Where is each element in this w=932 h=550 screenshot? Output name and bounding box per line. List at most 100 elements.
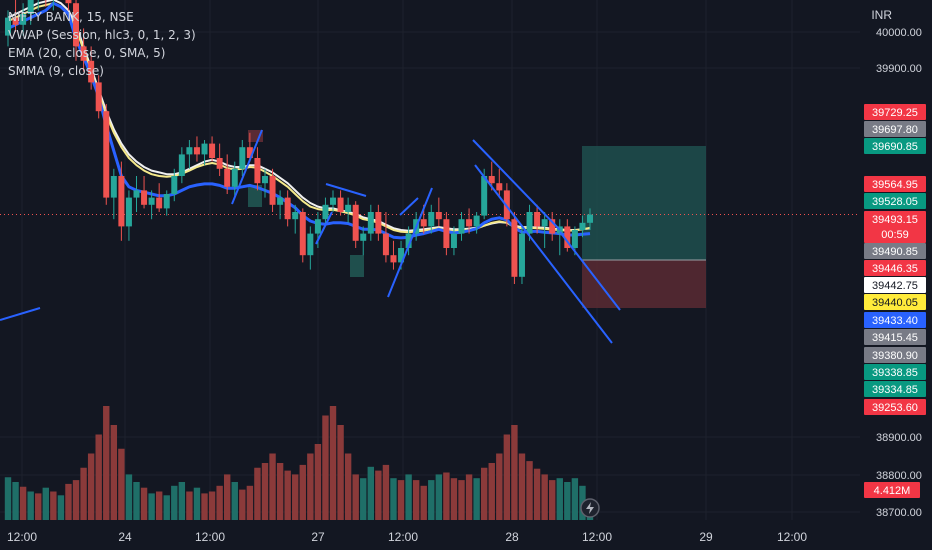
candle-body [435,212,442,220]
x-axis-label: 27 [311,530,325,544]
indicator-ema-label[interactable]: EMA (20, close, 0, SMA, 5) [8,46,166,60]
symbol-title[interactable]: NIFTY BANK, 15, NSE [8,10,134,24]
candle-body [481,176,488,216]
highlight-box [350,255,364,277]
candle-body [330,197,337,205]
price-badge-label: 39415.45 [872,332,918,344]
price-badge-label: 39433.40 [872,315,918,327]
volume-bar [4,477,12,520]
trendline-drawing [325,183,367,197]
volume-bar [19,486,27,520]
long-position-loss-zone [582,260,706,308]
candle-body [367,212,374,234]
highlight-box [248,185,262,207]
volume-bar [231,482,238,520]
candle-body [20,14,27,25]
volume-bar [488,463,495,520]
price-badge [864,347,926,363]
volume-bar [511,425,518,520]
candle-body [420,219,427,227]
volume-bar [420,485,427,520]
candle-body [526,212,533,234]
candle-body [103,111,110,198]
price-badge [864,243,926,259]
trendline-drawing [559,231,621,311]
candle-body [178,154,185,176]
volume-bar [27,491,34,520]
candle-body [518,233,525,277]
candle-body [405,233,412,248]
volume-bar [57,495,65,520]
price-badge-label: 39442.75 [872,280,918,292]
price-badge [864,381,926,397]
candle-body [224,168,231,187]
volume-bar [178,482,186,520]
candle-body [269,176,276,205]
price-badge-label: 39564.95 [872,179,918,191]
candle-body [473,215,480,227]
volume-bar [382,464,390,520]
go-to-realtime-button[interactable] [580,498,600,518]
volume-bar [65,483,72,520]
candle-body [216,158,223,169]
volume-bar [171,485,178,520]
volume-bar [193,487,201,520]
candle-body [246,147,253,158]
candle-body [292,212,299,220]
volume-bar [72,480,80,520]
candle-body [299,212,306,256]
volume-bar [35,493,42,520]
volume-bar [216,485,223,520]
long-position-profit-zone [582,146,706,260]
candle-body [466,219,473,227]
price-badge [864,176,926,192]
volume-bar [239,489,246,520]
volume-bar [140,487,148,520]
price-badge [864,312,926,328]
price-badge [864,193,926,209]
candle-body [163,194,170,209]
candle-body [261,176,268,184]
volume-bar [125,474,133,520]
candle-body [125,197,132,227]
x-axis-label: 12:00 [388,530,418,544]
price-badge-label: 39493.15 [872,214,918,226]
y-axis-label: 38900.00 [876,432,922,444]
candle-body [322,204,329,220]
volume-bar [186,491,193,520]
price-badge-label: 39690.85 [872,141,918,153]
volume-bar [42,487,49,520]
candle-body [352,204,359,241]
volume-bar [329,406,337,520]
volume-bar [533,468,541,520]
candle-body [65,0,72,4]
candle-body [345,204,352,212]
candle-body [239,147,246,169]
volume-bar [480,467,488,520]
volume-bar [465,474,473,520]
volume-bar [443,472,450,520]
candle-body [118,176,125,227]
volume-bar [208,491,216,520]
volume-bar [375,470,382,520]
candle-body [337,197,344,212]
volume-bar [428,480,435,520]
candle-body [496,183,503,191]
volume-bar [276,463,284,520]
candle-body [148,197,155,205]
chart-legend: NIFTY BANK, 15, NSE VWAP (Session, hlc3,… [8,8,196,80]
volume-bar [50,491,57,520]
candle-body [390,255,397,263]
indicator-vwap-label[interactable]: VWAP (Session, hlc3, 0, 1, 2, 3) [8,28,196,42]
volume-bar [133,482,140,520]
candle-body [443,219,450,248]
indicator-smma-label[interactable]: SMMA (9, close) [8,64,104,78]
price-badge-label: 39380.90 [872,350,918,362]
candle-body [141,190,148,205]
volume-bar [110,425,118,520]
price-badge-label: 39253.60 [872,402,918,414]
countdown-label: 00:59 [881,229,909,241]
y-axis-label: 38800.00 [876,470,922,482]
